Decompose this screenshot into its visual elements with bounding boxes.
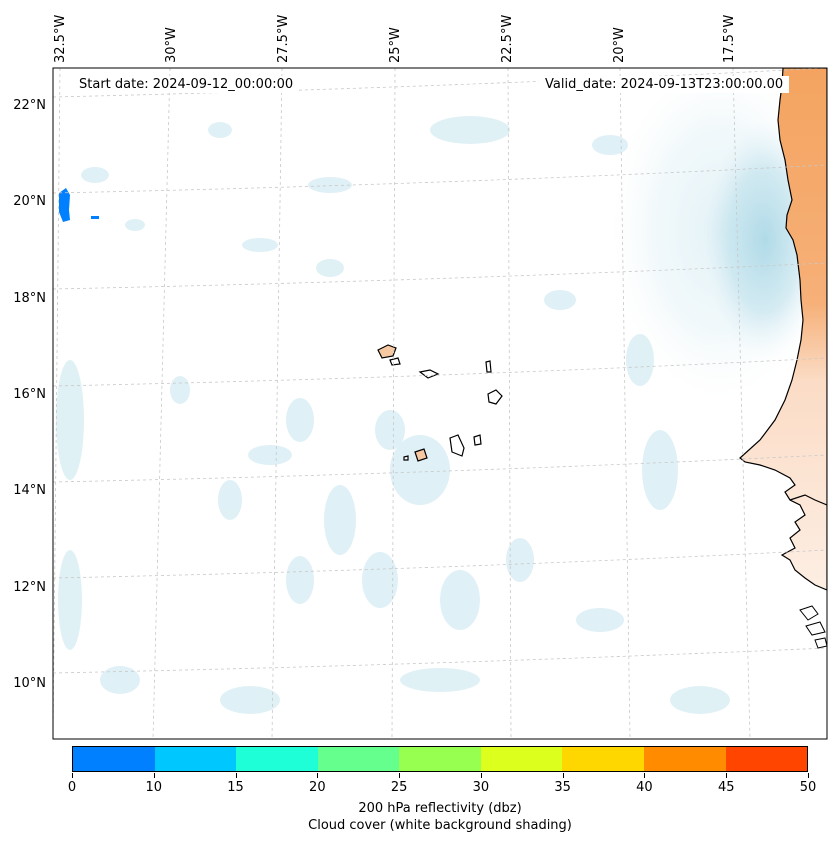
colorbar-tick-label: 30 <box>472 780 490 795</box>
colorbar-segment <box>562 747 644 771</box>
longitude-label: 27.5°W <box>276 14 291 63</box>
colorbar-tick-label: 25 <box>390 780 408 795</box>
colorbar-tick-label: 10 <box>145 780 163 795</box>
colorbar-segment <box>399 747 481 771</box>
colorbar-tick-label: 40 <box>636 780 653 795</box>
boa-vista-island <box>487 389 503 405</box>
colorbar-segment <box>480 747 563 771</box>
colorbar-segment <box>236 747 318 771</box>
sao-vicente-island <box>389 357 401 366</box>
colorbar-tick <box>317 773 319 778</box>
colorbar-tick-label: 35 <box>554 780 571 795</box>
colorbar-segment <box>643 747 726 771</box>
sal-island <box>485 360 492 373</box>
latitude-label: 12°N <box>13 580 46 595</box>
longitude-label: 25°W <box>388 27 403 63</box>
cloud-cover-shading <box>56 116 730 714</box>
colorbar <box>72 746 808 772</box>
longitude-label: 22.5°W <box>500 14 515 63</box>
latitude-label: 22°N <box>13 98 46 113</box>
latitude-label: 14°N <box>13 483 46 498</box>
colorbar-segment <box>317 747 400 771</box>
latitude-label: 20°N <box>13 194 46 209</box>
longitude-label: 32.5°W <box>53 14 68 63</box>
colorbar-tick <box>808 773 809 778</box>
latitude-label: 18°N <box>13 291 46 306</box>
colorbar-tick-label: 45 <box>717 780 735 795</box>
santiago-island <box>449 434 465 457</box>
gambia-coast <box>789 494 827 506</box>
longitude-label: 17.5°W <box>722 14 737 63</box>
colorbar-segment <box>154 747 237 771</box>
start-date-label: Start date: 2024-09-12_00:00:00 <box>73 76 300 93</box>
colorbar-tick-label: 15 <box>227 780 244 795</box>
colorbar-tick <box>562 773 564 778</box>
colorbar-tick-label: 0 <box>67 780 77 795</box>
colorbar-label-cloud-cover: Cloud cover (white background shading) <box>308 818 572 833</box>
colorbar-segment <box>73 747 155 771</box>
longitude-label: 30°W <box>164 27 179 63</box>
colorbar-tick <box>399 773 401 778</box>
colorbar-tick <box>480 773 482 778</box>
graticule <box>53 68 827 739</box>
colorbar-tick <box>235 773 237 778</box>
maio-island <box>473 434 482 446</box>
guinea-bissau-islands <box>799 605 827 649</box>
longitude-label: 20°W <box>612 27 627 63</box>
africa-landmass <box>739 68 827 591</box>
sao-nicolau-island <box>418 369 440 379</box>
valid-date-label: Valid_date: 2024-09-13T23:00:00.00 <box>539 76 790 93</box>
colorbar-tick <box>726 773 728 778</box>
latitude-label: 16°N <box>13 387 46 402</box>
colorbar-segment <box>725 747 808 771</box>
colorbar-tick <box>644 773 646 778</box>
colorbar-tick <box>72 773 73 778</box>
colorbar-label-reflectivity: 200 hPa reflectivity (dbz) <box>358 801 522 816</box>
latitude-label: 10°N <box>13 676 46 691</box>
santo-antao-island <box>377 344 397 359</box>
brava-island <box>403 455 409 461</box>
map-frame <box>52 67 828 740</box>
fogo-island <box>414 448 428 462</box>
colorbar-tick-label: 20 <box>309 780 326 795</box>
colorbar-tick-label: 50 <box>799 780 817 795</box>
cape-verde-islands <box>377 344 503 462</box>
colorbar-tick <box>153 773 155 778</box>
reflectivity-patch <box>59 188 70 222</box>
reflectivity-patch-small <box>91 216 99 219</box>
coastal-cloud-band-outer <box>610 68 827 400</box>
